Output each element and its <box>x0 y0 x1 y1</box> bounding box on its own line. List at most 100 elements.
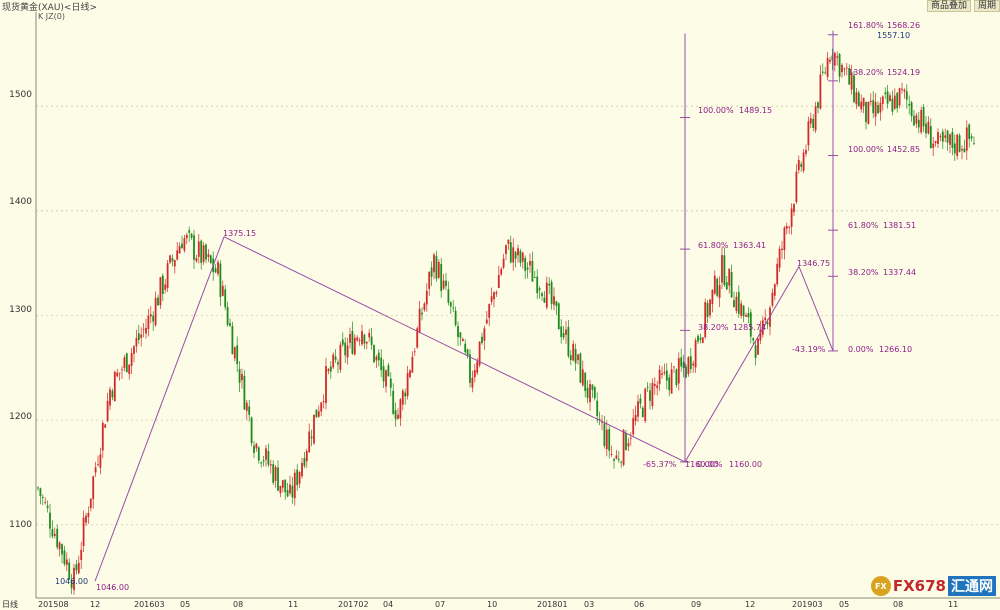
candle-body <box>481 336 483 344</box>
candle-body <box>428 271 431 289</box>
candle-body <box>805 149 807 154</box>
candle-body <box>761 320 764 335</box>
coin-icon: FX <box>870 576 891 596</box>
candle-body <box>819 74 822 109</box>
candle-body <box>53 533 56 536</box>
trend-line[interactable] <box>223 236 686 463</box>
candle-body <box>373 345 375 363</box>
candle-body <box>320 402 323 412</box>
candle-body <box>296 469 299 486</box>
candle-body <box>893 95 896 109</box>
candle-body <box>891 98 894 112</box>
candle-body <box>788 227 791 228</box>
candle-body <box>613 459 615 461</box>
candle-body <box>701 337 704 343</box>
candle-body <box>265 448 267 460</box>
candle-body <box>725 282 728 290</box>
candle-body <box>49 512 51 529</box>
fib2-level-pct: 0.00% <box>848 345 874 354</box>
candle-body <box>368 332 371 338</box>
candle-body <box>920 110 923 133</box>
candle-body <box>692 363 695 366</box>
candle-body <box>949 134 951 145</box>
candle-body <box>363 334 366 344</box>
fib1-level-val: 1285.74 <box>733 323 766 332</box>
period-label: 日线 <box>2 599 18 609</box>
candle-body <box>841 64 843 73</box>
candle-body <box>430 267 433 277</box>
candle-body <box>519 251 522 263</box>
candle-body <box>44 502 47 503</box>
candle-body <box>946 130 949 143</box>
candle-body <box>476 361 479 373</box>
candle-body <box>221 285 224 296</box>
candle-body <box>781 248 783 251</box>
candle-body <box>913 115 915 126</box>
candle-body <box>435 256 438 279</box>
candle-body <box>65 559 68 566</box>
candle-body <box>305 450 308 462</box>
candle-body <box>694 340 697 368</box>
candle-body <box>173 260 176 267</box>
candle-body <box>301 462 303 477</box>
candle-body <box>500 269 503 275</box>
candle-body <box>569 355 572 361</box>
candle-body <box>298 471 301 484</box>
candle-body <box>209 255 212 263</box>
fib2-level-val: 1266.10 <box>879 345 912 354</box>
logo-text: FX678 <box>892 577 946 595</box>
candle-body <box>869 100 872 103</box>
candle-body <box>61 544 63 555</box>
candle-body <box>541 293 543 297</box>
candle-body <box>903 89 906 92</box>
candle-body <box>159 277 162 306</box>
candle-body <box>238 369 241 383</box>
candle-body <box>615 455 618 459</box>
candle-body <box>423 303 426 310</box>
candle-body <box>37 487 39 489</box>
candle-body <box>634 414 637 422</box>
candle-body <box>639 398 642 404</box>
candle-body <box>637 401 639 417</box>
candle-body <box>313 414 315 444</box>
candle-body <box>495 292 498 294</box>
candle-body <box>133 346 135 354</box>
indicator-label: K JZ(0) <box>38 12 65 21</box>
trend-line[interactable] <box>94 236 225 582</box>
candle-body <box>531 260 534 282</box>
candle-body <box>783 227 786 251</box>
candle-body <box>862 97 865 107</box>
candle-body <box>325 366 327 404</box>
trend-drawings <box>94 30 838 582</box>
fib1-level-val: 1489.15 <box>739 106 772 115</box>
trend-line[interactable] <box>684 266 800 463</box>
candle-body <box>901 88 903 90</box>
candle-body <box>745 315 747 317</box>
candle-body <box>202 245 205 262</box>
candle-body <box>505 245 507 255</box>
candle-body <box>610 454 613 455</box>
candle-body <box>884 92 887 95</box>
candle-body <box>401 390 404 405</box>
period-button[interactable]: 周期 <box>973 0 1000 12</box>
x-tick-label: 05 <box>180 600 190 609</box>
candle-body <box>759 329 762 341</box>
x-tick-label: 06 <box>634 600 644 609</box>
candle-body <box>75 564 78 571</box>
candle-body <box>406 373 409 397</box>
candle-body <box>118 372 121 374</box>
overlay-button[interactable]: 商品叠加 <box>926 0 971 12</box>
fib2-level-val: 1524.19 <box>887 68 920 77</box>
candle-body <box>109 389 111 406</box>
candle-body <box>968 124 971 140</box>
candle-body <box>152 315 155 322</box>
candle-body <box>548 284 551 286</box>
candle-body <box>185 234 188 239</box>
candle-body <box>927 121 930 134</box>
fib1-level-pct: 38.20% <box>698 323 729 332</box>
candle-body <box>826 58 829 77</box>
candle-body <box>709 299 711 316</box>
logo-cn-text: 汇通网 <box>948 576 996 596</box>
trend-line[interactable] <box>798 266 834 352</box>
